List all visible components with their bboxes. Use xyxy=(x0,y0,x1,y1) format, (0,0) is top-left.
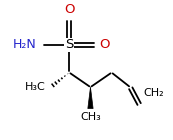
Text: CH₂: CH₂ xyxy=(144,88,164,98)
Polygon shape xyxy=(88,87,93,108)
Text: S: S xyxy=(65,38,74,51)
Text: O: O xyxy=(64,3,75,16)
Text: CH₃: CH₃ xyxy=(80,112,101,122)
Text: H₃C: H₃C xyxy=(25,82,45,92)
Text: O: O xyxy=(99,38,110,51)
Text: H₂N: H₂N xyxy=(13,38,37,51)
